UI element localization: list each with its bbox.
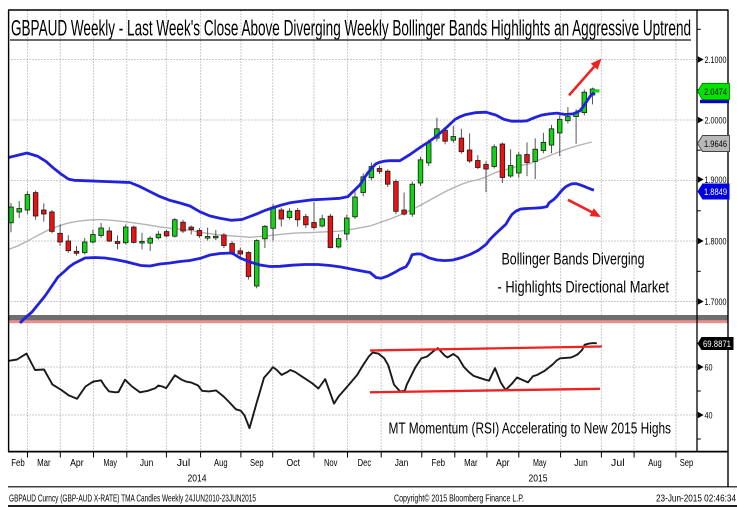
svg-text:2.1000: 2.1000 bbox=[705, 55, 727, 66]
svg-text:Feb: Feb bbox=[432, 458, 446, 469]
svg-text:Jul: Jul bbox=[611, 458, 625, 469]
svg-text:Aug: Aug bbox=[648, 458, 662, 469]
svg-text:- Highlights Directional Marke: - Highlights Directional Market bbox=[498, 278, 670, 297]
svg-text:60: 60 bbox=[705, 362, 713, 373]
svg-text:Jan: Jan bbox=[395, 458, 409, 469]
svg-text:Aug: Aug bbox=[214, 458, 228, 469]
svg-text:GBPAUD Curncy (GBP-AUD X-RATE): GBPAUD Curncy (GBP-AUD X-RATE) TMA Candl… bbox=[9, 493, 256, 505]
svg-text:Jun: Jun bbox=[140, 458, 154, 469]
svg-text:Copyright© 2015 Bloomberg Fina: Copyright© 2015 Bloomberg Finance L.P. bbox=[394, 493, 524, 505]
svg-text:2014: 2014 bbox=[188, 474, 207, 485]
svg-text:Sep: Sep bbox=[250, 458, 264, 469]
svg-text:1.7000: 1.7000 bbox=[705, 297, 727, 308]
svg-text:2.0000: 2.0000 bbox=[705, 115, 727, 126]
svg-text:2015: 2015 bbox=[529, 474, 548, 485]
svg-text:Oct: Oct bbox=[287, 458, 301, 469]
svg-text:Jun: Jun bbox=[574, 458, 588, 469]
svg-text:GBPAUD Weekly - Last Week's Cl: GBPAUD Weekly - Last Week's Close Above … bbox=[11, 16, 691, 41]
svg-text:Apr: Apr bbox=[70, 458, 84, 469]
svg-text:1.8849: 1.8849 bbox=[704, 187, 727, 198]
svg-text:Jul: Jul bbox=[177, 458, 191, 469]
svg-text:40: 40 bbox=[705, 410, 713, 421]
svg-text:2.0474: 2.0474 bbox=[704, 87, 727, 98]
svg-text:Nov: Nov bbox=[324, 458, 338, 469]
svg-text:Sep: Sep bbox=[680, 458, 694, 469]
svg-text:Bollinger Bands Diverging: Bollinger Bands Diverging bbox=[502, 250, 645, 269]
svg-text:69.8871: 69.8871 bbox=[703, 339, 731, 349]
svg-text:Apr: Apr bbox=[496, 458, 510, 469]
svg-text:Dec: Dec bbox=[358, 458, 372, 469]
svg-text:Mar: Mar bbox=[37, 458, 51, 469]
svg-text:May: May bbox=[533, 458, 547, 469]
svg-text:1.9646: 1.9646 bbox=[704, 139, 727, 150]
svg-text:Mar: Mar bbox=[464, 458, 478, 469]
svg-text:MT Momentum (RSI) Accelerating: MT Momentum (RSI) Accelerating to New 20… bbox=[389, 421, 672, 438]
svg-text:23-Jun-2015 02:46:34: 23-Jun-2015 02:46:34 bbox=[656, 493, 736, 505]
svg-text:1.9000: 1.9000 bbox=[705, 175, 727, 186]
svg-text:1.8000: 1.8000 bbox=[705, 236, 727, 247]
svg-text:May: May bbox=[103, 458, 117, 469]
svg-text:Feb: Feb bbox=[11, 458, 25, 469]
